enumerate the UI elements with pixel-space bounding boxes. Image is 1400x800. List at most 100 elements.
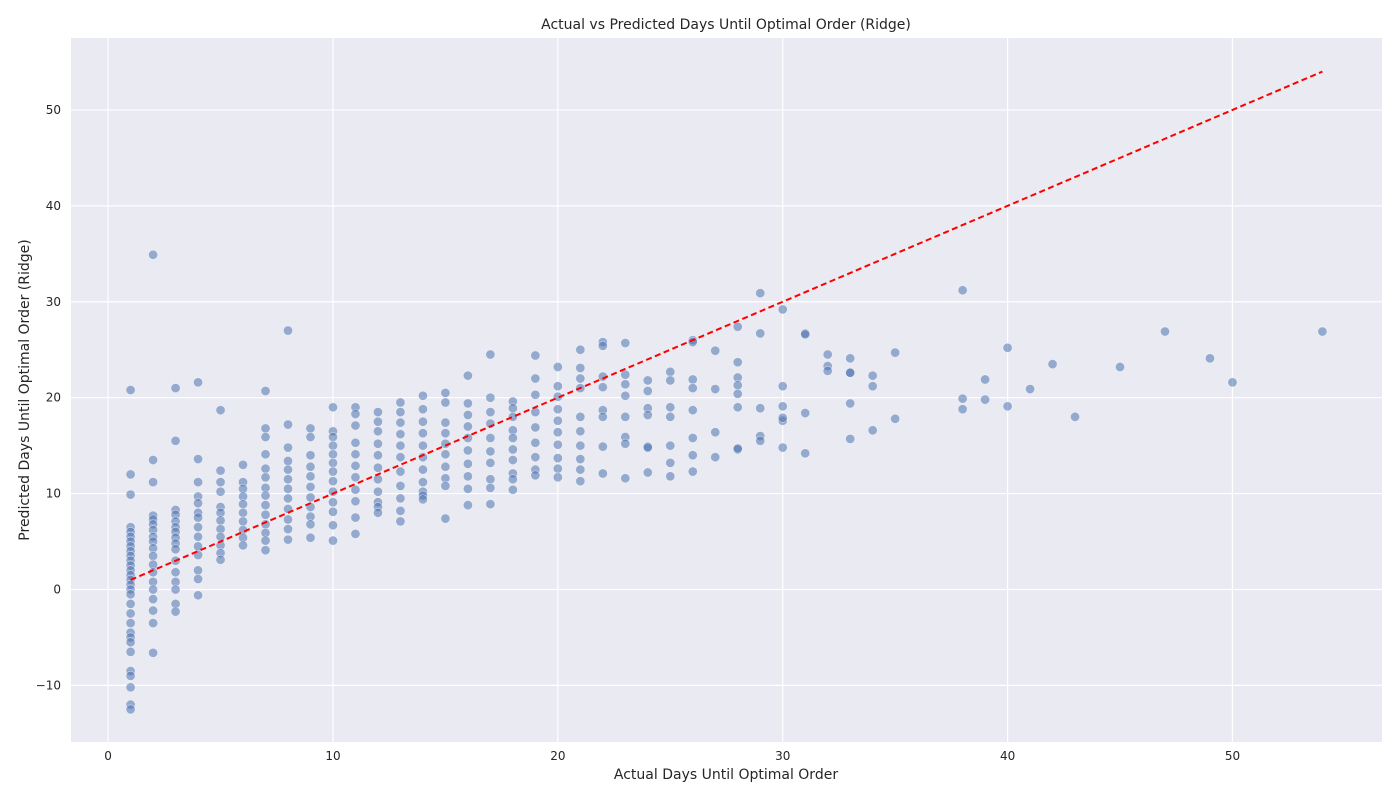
data-point — [215, 531, 226, 542]
data-point — [665, 440, 676, 451]
y-tick-label: 20 — [46, 391, 61, 405]
data-point — [552, 463, 563, 474]
data-point — [328, 506, 338, 517]
data-point — [373, 438, 383, 449]
data-point — [687, 374, 698, 385]
data-point — [215, 515, 226, 526]
data-point — [125, 646, 136, 657]
data-point — [440, 397, 451, 408]
y-tick-label: 30 — [46, 295, 61, 309]
data-point — [710, 427, 721, 438]
data-point — [687, 405, 698, 416]
data-point — [642, 410, 653, 420]
data-point — [440, 428, 451, 439]
data-point — [238, 459, 248, 470]
data-point — [328, 402, 338, 413]
data-point — [620, 338, 631, 348]
data-point — [845, 434, 856, 444]
data-point — [350, 449, 361, 460]
data-point — [890, 347, 901, 358]
data-point — [1002, 342, 1013, 353]
data-point — [440, 461, 451, 472]
data-point — [238, 507, 248, 518]
data-point — [170, 584, 181, 595]
data-point — [800, 448, 811, 459]
reference-line — [130, 70, 1323, 581]
x-tick-label: 10 — [325, 749, 340, 763]
data-point — [1205, 353, 1215, 364]
data-point — [395, 407, 406, 417]
data-point — [642, 375, 653, 386]
data-point — [642, 442, 653, 453]
data-point — [507, 403, 518, 414]
data-point — [170, 606, 181, 617]
data-point — [283, 474, 293, 485]
data-point — [597, 468, 608, 479]
data-point — [283, 534, 293, 545]
data-point — [350, 409, 361, 419]
data-point — [732, 357, 743, 368]
data-point — [260, 463, 271, 474]
data-point — [260, 535, 271, 546]
data-point — [980, 394, 991, 405]
x-tick-label: 40 — [1000, 749, 1015, 763]
data-point — [530, 422, 541, 433]
data-point — [462, 398, 473, 409]
data-point — [1317, 326, 1328, 337]
data-point — [260, 449, 271, 460]
data-point — [845, 353, 856, 364]
data-point — [305, 471, 316, 482]
data-point — [440, 417, 451, 428]
data-point — [755, 288, 766, 299]
data-point — [418, 494, 428, 505]
data-point — [597, 340, 608, 351]
data-point — [710, 452, 721, 463]
data-point — [215, 465, 226, 476]
data-point — [395, 505, 406, 516]
data-point — [373, 474, 383, 485]
data-point — [440, 449, 451, 460]
data-point — [395, 516, 406, 527]
data-point — [552, 439, 563, 450]
data-point — [980, 374, 991, 385]
data-point — [125, 598, 136, 609]
data-point — [620, 369, 631, 380]
data-point — [777, 304, 788, 315]
data-point — [710, 345, 721, 356]
data-point — [193, 498, 203, 509]
data-point — [215, 477, 226, 487]
data-point — [125, 670, 136, 681]
data-point — [148, 249, 158, 260]
data-point — [283, 442, 293, 453]
data-point — [260, 472, 271, 483]
y-tick-label: 10 — [46, 487, 61, 501]
data-point — [193, 531, 203, 542]
data-point — [665, 471, 676, 482]
data-point — [867, 425, 878, 436]
data-point — [732, 321, 743, 332]
data-point — [283, 514, 293, 525]
data-point — [305, 519, 316, 530]
data-point — [148, 455, 158, 465]
data-point — [193, 477, 203, 487]
data-point — [485, 499, 496, 510]
data-point — [125, 608, 136, 619]
data-point — [125, 637, 136, 648]
data-point — [552, 381, 563, 392]
data-point — [373, 407, 383, 417]
data-point — [530, 452, 541, 463]
data-point — [530, 437, 541, 448]
data-point — [665, 457, 676, 468]
data-point — [732, 388, 743, 399]
data-point — [328, 476, 338, 487]
data-point — [395, 481, 406, 491]
data-point — [193, 454, 203, 464]
data-point — [260, 545, 271, 556]
data-point — [125, 385, 136, 395]
data-point — [620, 438, 631, 449]
data-point — [1047, 359, 1058, 370]
y-tick-label: 50 — [46, 103, 61, 117]
data-point — [395, 452, 406, 463]
data-point — [373, 507, 383, 518]
data-point — [350, 528, 361, 539]
